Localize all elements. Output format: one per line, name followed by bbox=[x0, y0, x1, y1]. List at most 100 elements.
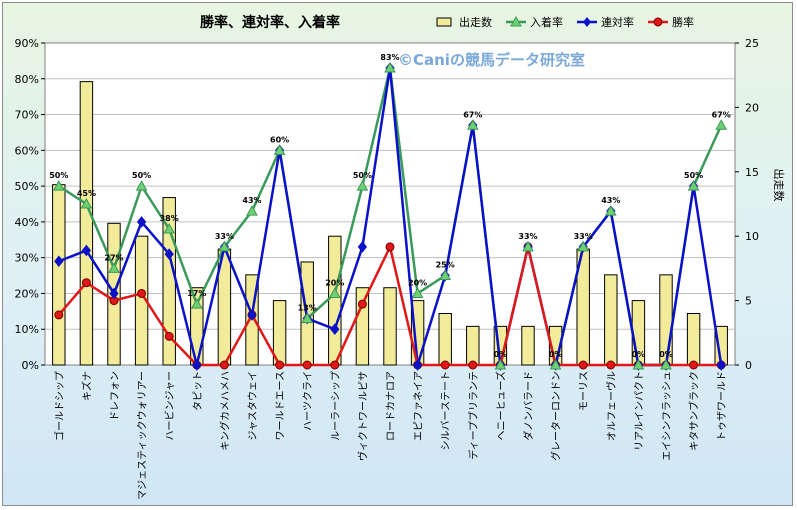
category-label: ダノンバラード bbox=[522, 371, 535, 441]
triangle-point-13 bbox=[384, 62, 396, 73]
triangle-point-20 bbox=[577, 240, 590, 252]
triangle-point-14 bbox=[411, 287, 424, 298]
circle-point-11 bbox=[330, 360, 340, 370]
circle-point-10 bbox=[302, 360, 312, 370]
data-label: 67% bbox=[712, 110, 731, 119]
circle-point-20 bbox=[578, 360, 588, 370]
bar-16 bbox=[466, 325, 480, 366]
triangle-point-19 bbox=[549, 358, 562, 370]
legend-marker bbox=[583, 17, 591, 27]
triangle-point-3 bbox=[108, 262, 120, 273]
category-label: キズナ bbox=[80, 371, 93, 401]
left-tick-label: 0% bbox=[22, 359, 39, 372]
triangle-point-2 bbox=[80, 197, 93, 209]
data-label: 60% bbox=[270, 135, 289, 144]
data-label: 17% bbox=[187, 289, 206, 298]
circle-point-13 bbox=[385, 242, 395, 252]
data-label: 38% bbox=[160, 214, 179, 223]
data-label: 13% bbox=[298, 303, 317, 312]
legend-swatch-bar bbox=[436, 17, 452, 27]
watermark-text: ©Caniの競馬データ研究室 bbox=[398, 51, 585, 69]
bar-21 bbox=[604, 274, 618, 366]
triangle-point-12 bbox=[356, 180, 369, 191]
data-label: 20% bbox=[408, 278, 427, 287]
diamond-point-6 bbox=[192, 359, 202, 371]
left-tick-label: 80% bbox=[15, 73, 39, 86]
category-label: オルフェーヴル bbox=[605, 371, 618, 441]
bar-18 bbox=[521, 325, 535, 366]
data-label: 43% bbox=[601, 196, 620, 205]
data-label: 45% bbox=[77, 189, 96, 198]
data-label: 33% bbox=[215, 232, 234, 241]
data-label: 33% bbox=[518, 232, 537, 241]
data-label: 20% bbox=[325, 278, 344, 287]
triangle-point-17 bbox=[494, 358, 507, 370]
data-label: 27% bbox=[104, 253, 123, 262]
right-tick-label: 0 bbox=[745, 359, 752, 372]
category-label: マジェスティックウォリアー bbox=[137, 371, 149, 500]
data-label: 83% bbox=[380, 53, 399, 62]
circle-point-9 bbox=[275, 360, 285, 370]
right-tick-label: 25 bbox=[745, 37, 759, 50]
bar-12 bbox=[355, 287, 370, 366]
circle-point-5 bbox=[164, 331, 174, 341]
right-tick-label: 10 bbox=[745, 230, 759, 243]
diamond-point-4 bbox=[136, 216, 147, 228]
data-label: 50% bbox=[684, 171, 703, 180]
category-label: リアルインパクト bbox=[633, 371, 645, 451]
data-label: 67% bbox=[463, 110, 482, 119]
triangle-point-6 bbox=[190, 298, 203, 309]
diamond-point-8 bbox=[247, 309, 257, 321]
left-tick-label: 30% bbox=[15, 252, 39, 265]
triangle-point-18 bbox=[522, 240, 534, 252]
data-label: 0% bbox=[632, 350, 646, 359]
category-label: エピファネイア bbox=[413, 371, 425, 441]
legend-label: 出走数 bbox=[459, 15, 492, 29]
diamond-point-1 bbox=[54, 255, 64, 268]
left-tick-label: 10% bbox=[15, 323, 39, 336]
left-tick-label: 90% bbox=[15, 37, 39, 50]
data-label: 0% bbox=[494, 350, 508, 359]
triangle-point-7 bbox=[218, 240, 231, 252]
legend-label: 連対率 bbox=[601, 15, 634, 29]
legend-marker bbox=[653, 17, 663, 27]
circle-point-24 bbox=[689, 360, 699, 370]
chart-title: 勝率、連対率、入着率 bbox=[200, 14, 340, 31]
triangle-point-4 bbox=[135, 180, 148, 191]
plot-area: 0% 10% 20% 30% 40% 50% 60% 70% 80% 90% 0 5 10 15 20 25 出… bbox=[15, 37, 786, 500]
diamond-point-25 bbox=[716, 359, 726, 371]
triangle-point-1 bbox=[52, 180, 65, 191]
diamond-point-14 bbox=[412, 359, 423, 371]
left-tick-label: 40% bbox=[15, 216, 39, 229]
triangle-point-8 bbox=[246, 205, 258, 216]
category-label: ハーツクライ bbox=[302, 371, 314, 431]
category-label: エイシンフラッシュ bbox=[661, 371, 673, 461]
data-label: 50% bbox=[49, 171, 68, 180]
triangle-point-9 bbox=[273, 144, 286, 155]
left-tick-label: 50% bbox=[15, 180, 39, 193]
bar-13 bbox=[383, 287, 397, 366]
triangle-point-5 bbox=[163, 223, 176, 234]
category-label: トゥザワールド bbox=[716, 371, 728, 441]
diamond-point-12 bbox=[357, 241, 368, 253]
left-tick-label: 60% bbox=[15, 144, 39, 157]
triangle-point-10 bbox=[301, 312, 314, 323]
category-label: ハービンジャー bbox=[164, 371, 176, 441]
right-tick-label: 5 bbox=[745, 295, 752, 308]
diamond-point-3 bbox=[109, 287, 119, 300]
circle-point-15 bbox=[440, 360, 450, 370]
bar-11 bbox=[328, 235, 342, 366]
category-label: ヴィクトワールピサ bbox=[356, 371, 369, 461]
left-tick-label: 20% bbox=[15, 287, 39, 300]
circle-point-1 bbox=[54, 310, 64, 320]
category-label: ゴールドシップ bbox=[53, 371, 66, 441]
y2-axis-label: 出走数 bbox=[772, 169, 786, 202]
data-label: 33% bbox=[574, 232, 593, 241]
category-label: グレーターロンドン bbox=[550, 371, 563, 461]
category-label: キングカメハメハ bbox=[218, 371, 231, 451]
category-label: ロードカナロア bbox=[385, 371, 397, 441]
data-label: 0% bbox=[549, 350, 563, 359]
right-tick-label: 15 bbox=[745, 166, 759, 179]
diamond-point-2 bbox=[81, 244, 92, 257]
